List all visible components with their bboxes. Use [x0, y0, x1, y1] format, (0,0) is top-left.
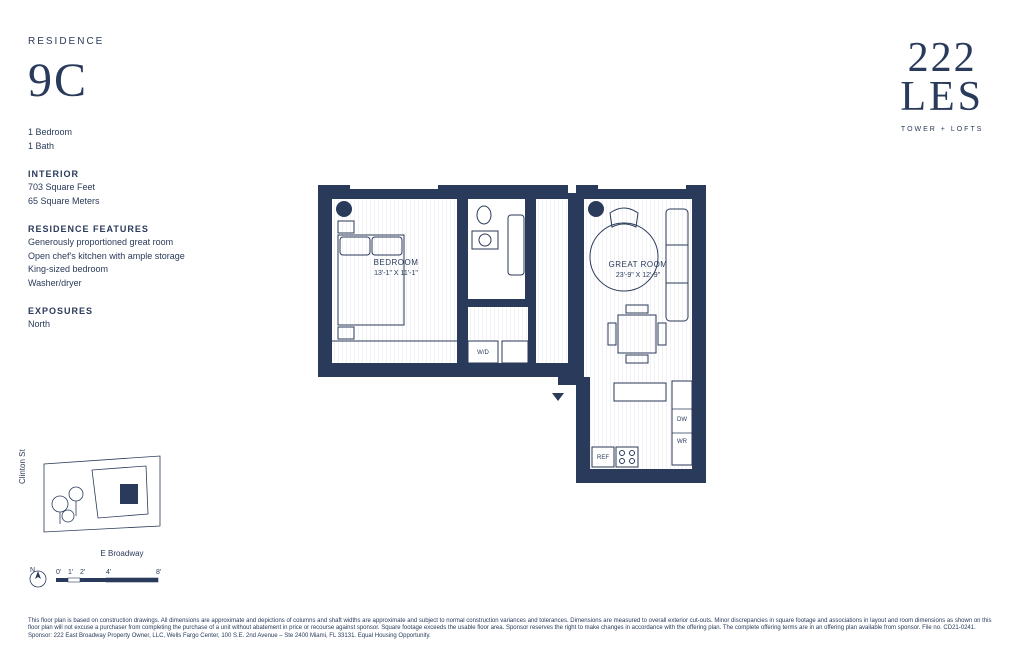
scale-bar: N 0' 1' 2' 4' 8': [28, 566, 178, 597]
svg-text:8': 8': [156, 569, 161, 576]
feature-item: Washer/dryer: [28, 277, 278, 291]
interior-header: INTERIOR: [28, 169, 278, 179]
bedroom-dim: 13'-1" X 11'-1": [374, 270, 418, 277]
left-info-panel: RESIDENCE 9C 1 Bedroom 1 Bath INTERIOR 7…: [28, 36, 278, 332]
floorplan-diagram: BEDROOM 13'-1" X 11'-1" W/D GREAT ROOM 2…: [318, 185, 706, 483]
bedroom-count: 1 Bedroom: [28, 126, 278, 140]
interior-sqm: 65 Square Meters: [28, 195, 278, 209]
greatroom-dim: 23'-9" X 12'-9": [616, 272, 661, 279]
key-map: Clinton St E Broadway: [42, 454, 182, 558]
logo-line2: LES: [900, 78, 984, 118]
feature-item: King-sized bedroom: [28, 263, 278, 277]
exposures-header: EXPOSURES: [28, 306, 278, 316]
ref-label: REF: [597, 455, 609, 461]
logo-tagline: TOWER + LOFTS: [900, 126, 984, 133]
interior-sqft: 703 Square Feet: [28, 181, 278, 195]
building-logo: 222 LES TOWER + LOFTS: [900, 40, 984, 133]
bath-count: 1 Bath: [28, 140, 278, 154]
disclaimer-text: This floor plan is based on construction…: [28, 618, 996, 641]
greatroom-label: GREAT ROOM: [609, 260, 668, 269]
svg-text:N: N: [30, 567, 35, 574]
street-bottom-label: E Broadway: [62, 549, 182, 558]
wd-label: W/D: [477, 350, 489, 356]
residence-label: RESIDENCE: [28, 36, 278, 47]
feature-item: Open chef's kitchen with ample storage: [28, 250, 278, 264]
exposures-value: North: [28, 318, 278, 332]
dw-label: DW: [677, 417, 687, 423]
bedroom-label: BEDROOM: [374, 258, 419, 267]
features-header: RESIDENCE FEATURES: [28, 224, 278, 234]
svg-text:4': 4': [106, 569, 111, 576]
unit-number: 9C: [28, 53, 278, 108]
feature-item: Generously proportioned great room: [28, 236, 278, 250]
street-side-label: Clinton St: [18, 449, 27, 484]
logo-line1: 222: [900, 40, 984, 78]
svg-text:1': 1': [68, 569, 73, 576]
wr-label: WR: [677, 439, 688, 445]
svg-text:0': 0': [56, 569, 61, 576]
svg-text:2': 2': [80, 569, 85, 576]
